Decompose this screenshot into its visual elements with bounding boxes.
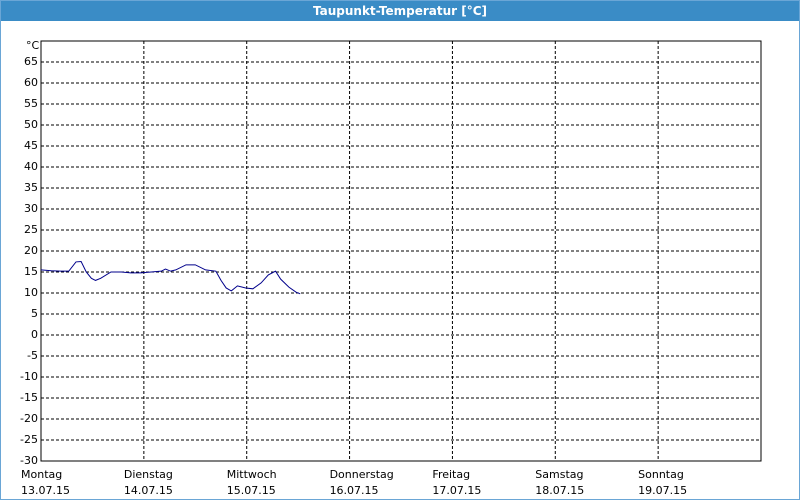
x-tick-label: 18.07.15 (535, 484, 584, 497)
y-tick-label: -20 (20, 412, 38, 425)
y-tick-label: -10 (20, 370, 38, 383)
y-unit: °C (26, 39, 40, 52)
x-tick-label: Montag (21, 468, 62, 481)
x-tick-label: 15.07.15 (227, 484, 276, 497)
y-tick-label: -5 (27, 349, 38, 362)
y-tick-label: 45 (24, 139, 38, 152)
y-tick-label: 5 (31, 307, 38, 320)
x-tick-label: Mittwoch (227, 468, 277, 481)
y-tick-label: 35 (24, 181, 38, 194)
x-tick-label: Freitag (432, 468, 470, 481)
y-tick-label: 15 (24, 265, 38, 278)
x-tick-label: Dienstag (124, 468, 173, 481)
y-tick-label: 30 (24, 202, 38, 215)
x-tick-label: 19.07.15 (638, 484, 687, 497)
x-tick-label: 13.07.15 (21, 484, 70, 497)
y-tick-label: 10 (24, 286, 38, 299)
x-tick-label: 14.07.15 (124, 484, 173, 497)
y-tick-label: 65 (24, 55, 38, 68)
y-tick-label: 0 (31, 328, 38, 341)
chart: °C -30 -25 -20 -15 -10 -5 0 5 10 15 20 25 30 35 40 45 50… (20, 39, 762, 497)
x-tick-label: 17.07.15 (432, 484, 481, 497)
x-tick-label: 16.07.15 (330, 484, 379, 497)
y-tick-label: -30 (20, 454, 38, 467)
y-tick-label: -15 (20, 391, 38, 404)
y-tick-label: 55 (24, 97, 38, 110)
y-tick-label: 50 (24, 118, 38, 131)
x-tick-label: Sonntag (638, 468, 684, 481)
data-line (40, 260, 301, 295)
title-bar: Taupunkt-Temperatur [°C] (1, 1, 799, 21)
x-tick-label: Samstag (535, 468, 583, 481)
y-tick-label: 60 (24, 76, 38, 89)
y-tick-label: 40 (24, 160, 38, 173)
y-tick-label: 20 (24, 244, 38, 257)
y-tick-label: 25 (24, 223, 38, 236)
x-tick-label: Donnerstag (330, 468, 394, 481)
y-tick-label: -25 (20, 433, 38, 446)
